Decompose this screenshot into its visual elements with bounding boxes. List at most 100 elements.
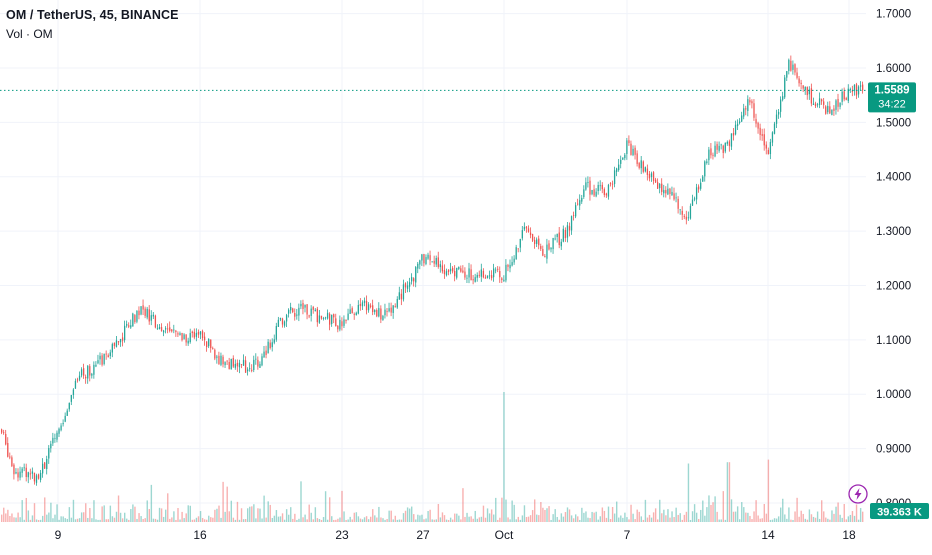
volume-bar [208,515,210,522]
volume-bar [548,506,550,522]
volume-bar [390,510,392,522]
candle-body [238,362,241,368]
candle-body [160,327,163,331]
candle-body [480,269,482,277]
volume-bar [138,513,140,522]
candle-body [62,422,64,425]
volume-bar [29,519,32,522]
volume-bar [622,517,624,522]
time-tick-label: Oct [495,528,514,542]
candle-body [775,114,778,124]
volume-bar [693,504,696,522]
candle-body [427,254,429,259]
candle-body [247,369,249,372]
candle-body [560,241,562,247]
volume-bar [50,502,52,522]
candle-body [144,308,146,316]
price-tick-label: 1.6000 [876,63,911,75]
volume-bar [607,506,610,522]
volume-bar [818,518,821,522]
volume-bar [113,517,116,522]
candle-body [339,319,341,330]
candle-body [115,340,118,347]
candle-body [488,275,491,277]
candle-body [456,267,458,278]
candle-body [376,309,378,317]
candle-body [158,327,161,329]
volume-bar [493,514,495,522]
volume-badge-bg [870,503,929,519]
volume-bar [687,463,690,522]
volume-bar [472,518,474,522]
volume-bar [759,518,761,522]
candle-body [443,269,446,275]
candle-body [673,193,675,200]
candle-body [142,305,144,310]
candle-body [808,89,810,95]
volume-bar [240,508,243,522]
volume-bar [847,516,850,522]
volume-bar [396,519,399,522]
candle-body [464,271,466,278]
volume-bar [575,514,577,522]
candle-body [800,82,802,84]
symbol-title[interactable]: OM / TetherUS, 45, BINANCE [6,8,179,22]
candle-body [195,332,198,337]
volume-bar [474,510,476,522]
volume-bar [650,517,653,522]
candle-body [818,98,821,106]
volume-indicator-label[interactable]: Vol · OM [6,27,53,41]
candle-body [761,134,763,136]
volume-bar [23,519,25,522]
candle-body [386,311,388,312]
candle-body [89,366,91,376]
volume-series [1,392,864,522]
candle-body [589,180,591,195]
candle-body [222,356,224,365]
volume-bar [509,519,511,522]
volume-bar [304,514,306,522]
candle-body [236,362,239,367]
candle-body [390,307,392,313]
candle-body [27,472,29,478]
volume-bar [142,519,144,522]
volume-bar [517,516,519,522]
volume-bar [11,513,13,522]
candle-body [417,263,419,269]
candle-body [308,315,310,317]
candle-body [585,182,587,190]
candle-body [177,333,179,335]
candle-body [741,115,743,122]
volume-bar [93,500,95,522]
volume-bar [833,513,835,522]
candle-body [472,279,474,281]
price-tick-label: 1.4000 [876,172,911,184]
volume-bar [171,517,173,522]
candle-body [363,300,366,303]
volume-bar [56,504,58,522]
candle-body [318,315,321,323]
volume-bar [677,514,679,522]
volume-bar [736,506,739,522]
lightning-icon[interactable] [848,484,868,504]
price-axis[interactable]: 1.7000 1.6000 1.5000 1.4000 1.3000 1.2000 1.10… [876,9,911,510]
candle-body [396,299,398,308]
time-tick-label: 7 [624,528,631,542]
candle-body [3,432,5,434]
candle-body [829,106,831,114]
candle-body [435,258,437,265]
volume-bar [402,513,405,522]
volume-bar [201,517,204,522]
candle-body [322,318,325,319]
time-axis[interactable]: 9 16 23 27 Oct 7 14 18 [55,528,856,542]
volume-bar [326,519,329,522]
candle-body [119,338,122,343]
candle-body [841,91,843,102]
volume-bar [661,513,663,522]
candle-body [226,360,228,362]
candle-body [72,389,75,396]
volume-bar [630,504,632,522]
volume-bar [566,507,569,522]
